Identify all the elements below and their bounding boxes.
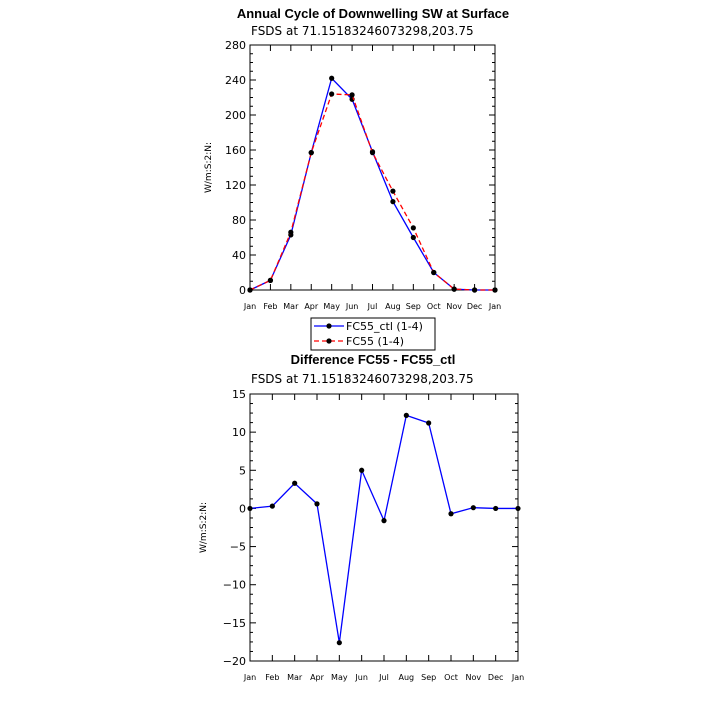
- data-point: [515, 505, 521, 512]
- plot-frame: [249, 44, 496, 291]
- x-tick-label: Jul: [367, 302, 378, 311]
- data-point: [390, 199, 396, 205]
- plot-frame: [249, 393, 519, 662]
- y-tick-label: 5: [239, 464, 246, 477]
- y-tick-label: 0: [239, 502, 246, 515]
- data-point: [448, 511, 454, 517]
- data-point: [410, 225, 416, 231]
- chart-title: Annual Cycle of Downwelling SW at Surfac…: [237, 6, 509, 21]
- x-tick-label: Jan: [488, 302, 501, 311]
- x-tick-label: Sep: [406, 302, 421, 311]
- x-tick-label: Sep: [421, 673, 436, 682]
- x-tick-label: Jun: [345, 302, 359, 311]
- data-point: [369, 150, 376, 156]
- x-tick-label: Oct: [444, 673, 458, 682]
- y-axis-label: W/m:S:2:N:: [199, 502, 209, 553]
- x-tick-label: Jan: [243, 302, 256, 311]
- x-tick-label: May: [331, 673, 348, 682]
- data-point: [314, 501, 320, 507]
- legend-label: FC55_ctl (1-4): [346, 320, 423, 333]
- series-line: [249, 414, 518, 643]
- data-point: [269, 503, 275, 509]
- data-point: [403, 412, 409, 418]
- data-point: [336, 640, 342, 646]
- y-tick-label: 160: [225, 144, 246, 157]
- x-tick-label: Jun: [354, 673, 368, 682]
- data-point: [267, 277, 274, 283]
- x-tick-label: Mar: [287, 673, 303, 682]
- data-point: [470, 505, 476, 511]
- x-tick-label: Mar: [283, 302, 299, 311]
- data-point: [431, 269, 437, 276]
- y-tick-label: 15: [232, 388, 246, 401]
- chart-title: Difference FC55 - FC55_ctl: [291, 352, 456, 367]
- data-point: [492, 287, 498, 293]
- x-tick-label: Jan: [511, 673, 524, 682]
- data-point: [426, 420, 432, 426]
- y-tick-label: 40: [232, 249, 246, 262]
- y-tick-label: 0: [239, 284, 246, 297]
- x-tick-label: May: [323, 302, 340, 311]
- chart-subtitle: FSDS at 71.15183246073298,203.75: [251, 372, 474, 386]
- data-point: [329, 91, 335, 97]
- y-tick-label: 200: [225, 109, 246, 122]
- y-axis-label: W/m:S:2:N:: [204, 142, 214, 193]
- data-point: [359, 467, 365, 473]
- series-line: [249, 76, 495, 291]
- data-point: [381, 518, 387, 524]
- data-point: [308, 150, 314, 156]
- x-tick-label: Dec: [488, 673, 503, 682]
- chart-subtitle: FSDS at 71.15183246073298,203.75: [251, 24, 474, 38]
- data-point: [390, 188, 396, 194]
- x-tick-label: Apr: [304, 302, 319, 311]
- y-tick-label: 80: [232, 214, 246, 227]
- data-point: [410, 234, 416, 241]
- data-point: [292, 480, 298, 486]
- x-tick-label: Apr: [310, 673, 325, 682]
- data-point: [247, 505, 253, 512]
- data-point: [471, 287, 478, 293]
- x-tick-label: Dec: [467, 302, 482, 311]
- y-tick-label: −20: [223, 655, 246, 668]
- data-point: [451, 286, 457, 292]
- data-point: [288, 229, 294, 235]
- x-tick-label: Oct: [427, 302, 441, 311]
- data-point: [247, 287, 253, 293]
- x-tick-label: Feb: [265, 673, 279, 682]
- x-tick-label: Aug: [385, 302, 401, 311]
- y-tick-label: −15: [223, 617, 246, 630]
- series-line: [249, 93, 495, 291]
- x-tick-label: Nov: [466, 673, 482, 682]
- x-tick-label: Aug: [399, 673, 415, 682]
- y-tick-label: 10: [232, 426, 246, 439]
- legend-box: [310, 317, 436, 351]
- data-point: [349, 92, 355, 98]
- legend-label: FC55 (1-4): [346, 335, 404, 348]
- data-point: [329, 75, 335, 81]
- x-tick-label: Jan: [243, 673, 256, 682]
- y-tick-label: −10: [223, 579, 246, 592]
- y-tick-label: 240: [225, 74, 246, 87]
- data-point: [493, 505, 499, 512]
- x-tick-label: Jul: [378, 673, 389, 682]
- x-tick-label: Feb: [263, 302, 277, 311]
- y-tick-label: 120: [225, 179, 246, 192]
- x-tick-label: Nov: [446, 302, 462, 311]
- legend-marker: [326, 338, 332, 344]
- y-tick-label: −5: [230, 541, 246, 554]
- legend-marker: [326, 323, 332, 329]
- y-tick-label: 280: [225, 39, 246, 52]
